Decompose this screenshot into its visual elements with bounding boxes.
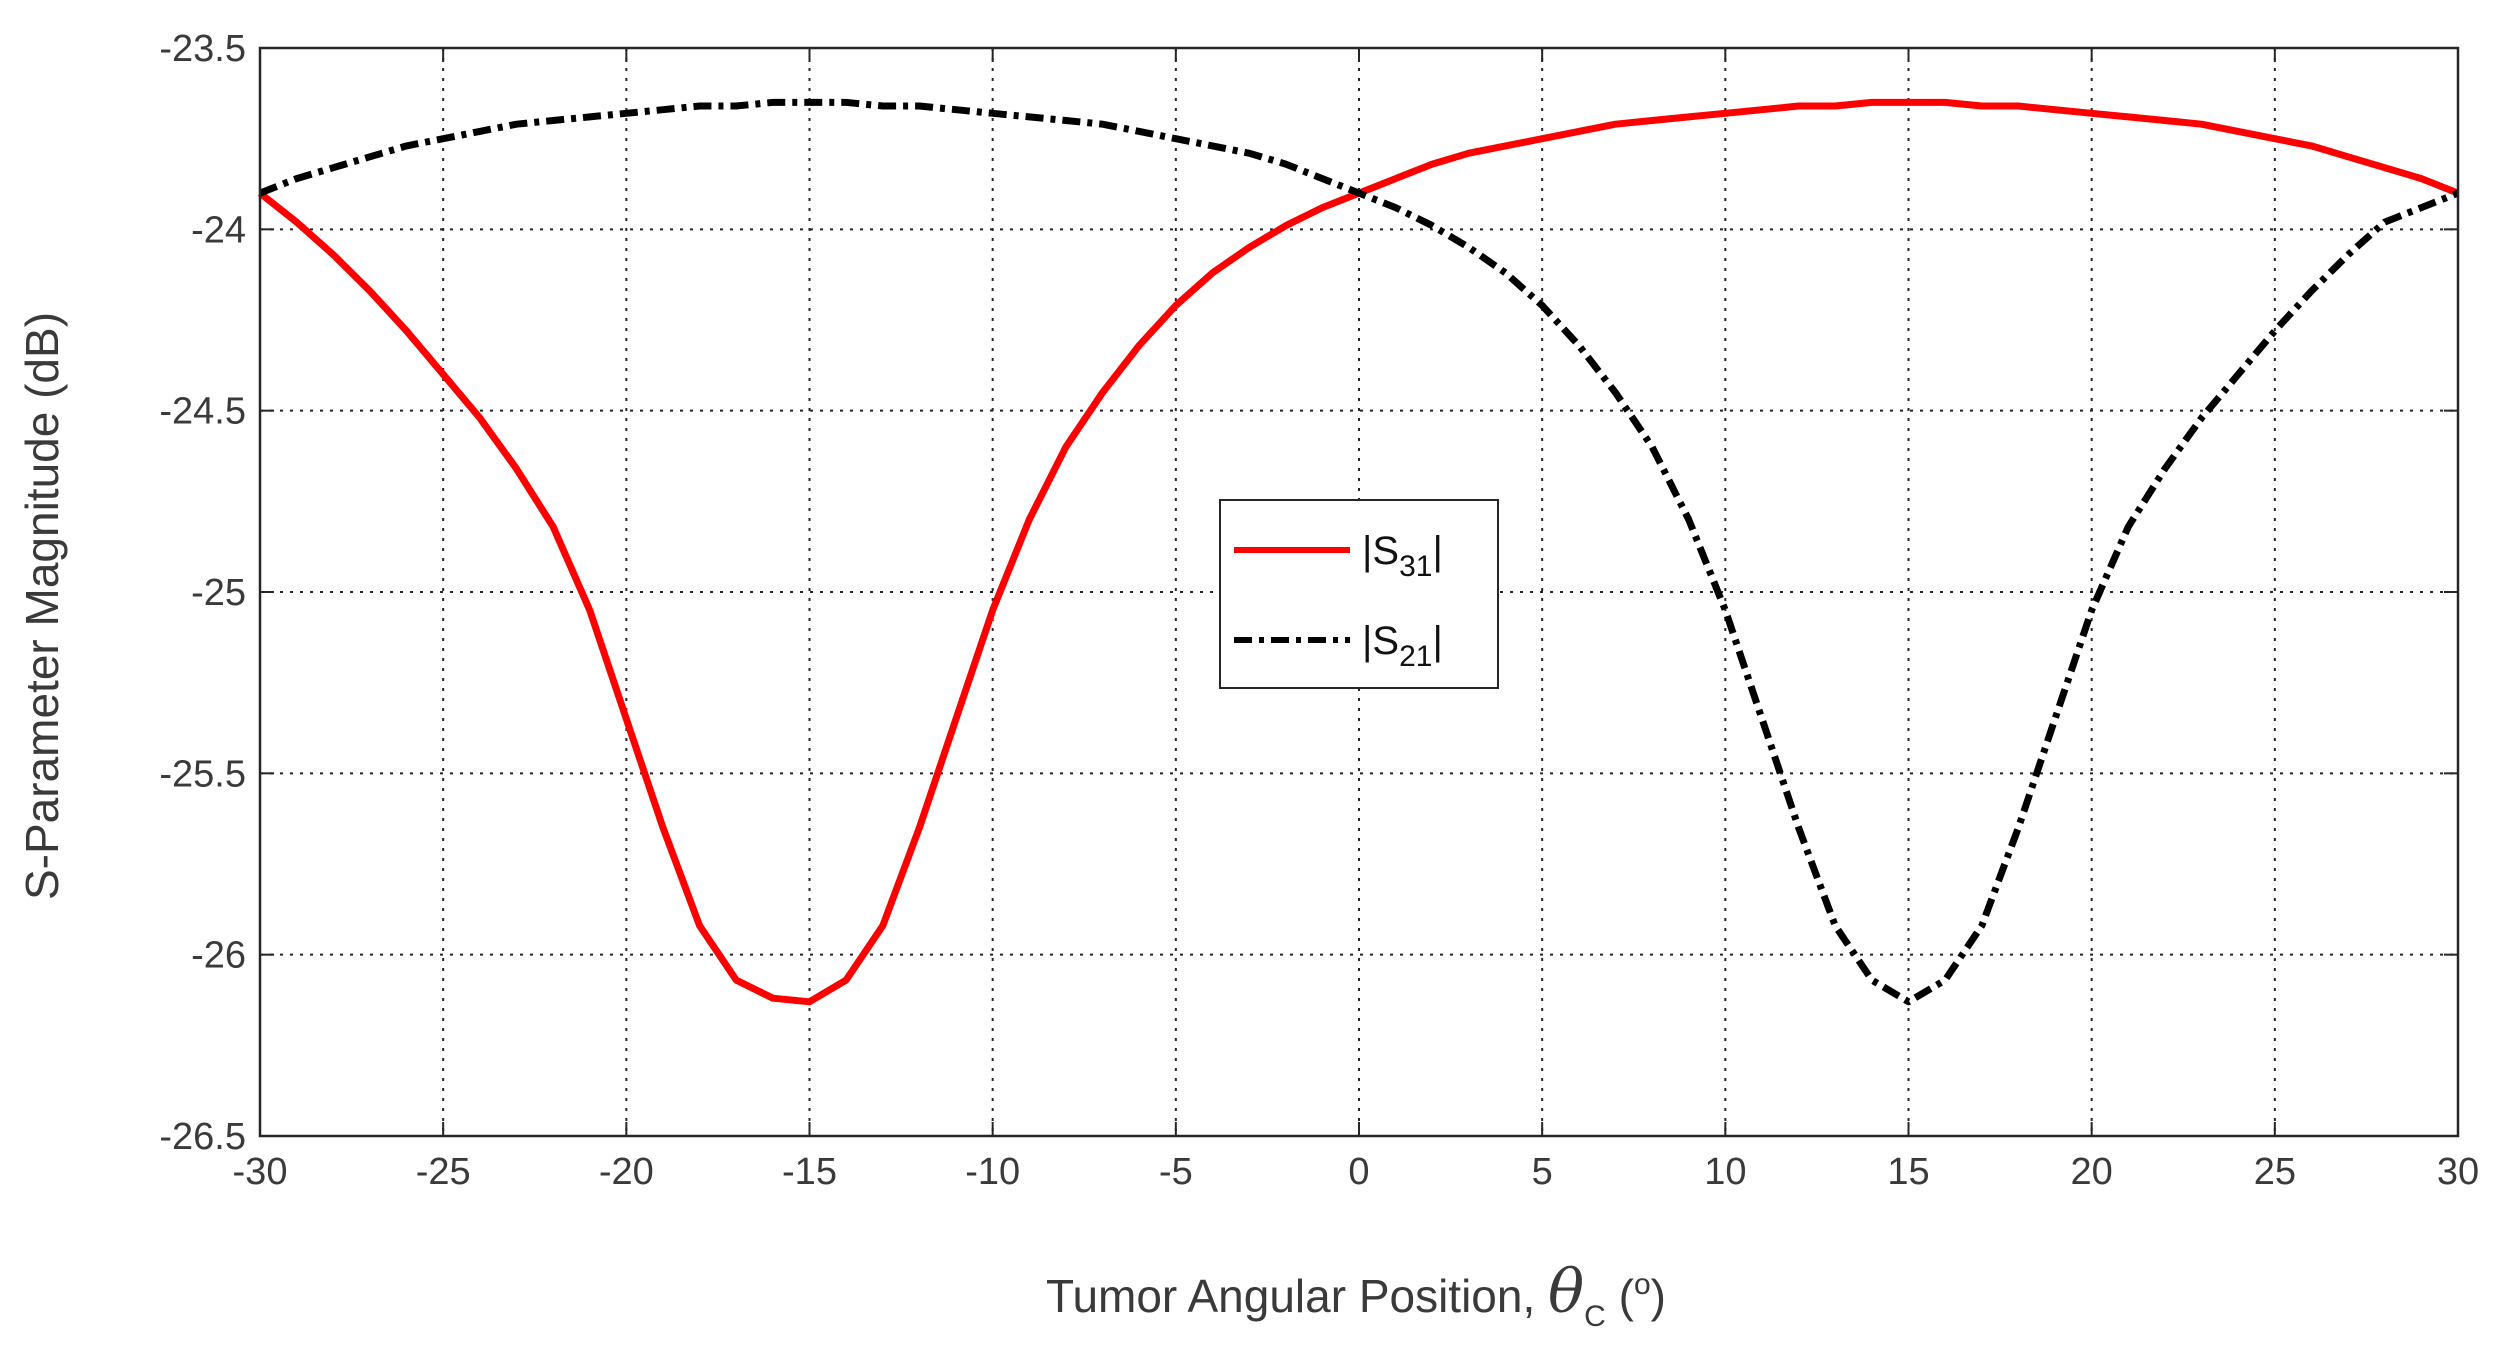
x-tick-label: 5 (1532, 1151, 1553, 1193)
series-s21-line (258, 98, 2460, 1006)
grid (260, 48, 2458, 1136)
x-axis-label: Tumor Angular Position, θC (o) (1046, 1257, 1666, 1333)
x-axis-label-text: Tumor Angular Position, (1046, 1270, 1548, 1322)
x-tick-label: 30 (2437, 1151, 2479, 1193)
y-tick-label: -25 (191, 572, 246, 614)
theta-symbol: θ (1548, 1257, 1584, 1327)
x-tick-label: 25 (2254, 1151, 2296, 1193)
legend-s31-end: | (1432, 529, 1442, 573)
legend-s21-main: |S (1362, 619, 1399, 663)
y-tick-label: -24 (191, 209, 246, 251)
legend-s21-sub: 21 (1399, 640, 1432, 673)
y-axis-label: S-Parameter Magnitude (dB) (16, 312, 68, 900)
y-tick-label: -23.5 (159, 28, 246, 70)
legend-label-s21: |S21| (1362, 619, 1443, 673)
x-tick-label: -15 (782, 1151, 837, 1193)
y-tick-label: -26.5 (159, 1116, 246, 1158)
legend-label-s31: |S31| (1362, 529, 1443, 583)
x-tick-label: -30 (233, 1151, 288, 1193)
ticks (259, 47, 2459, 1137)
legend-box (1219, 499, 1499, 689)
x-tick-label: 0 (1348, 1151, 1369, 1193)
x-tick-label: -25 (416, 1151, 471, 1193)
x-axis-unit-close: ) (1651, 1270, 1666, 1322)
theta-subscript: C (1584, 1300, 1606, 1333)
legend-s31-main: |S (1362, 529, 1399, 573)
degree-superscript: o (1634, 1268, 1651, 1301)
x-tick-label: -10 (965, 1151, 1020, 1193)
y-tick-label: -24.5 (159, 391, 246, 433)
legend-s31-sub: 31 (1399, 550, 1432, 583)
x-tick-label: -5 (1159, 1151, 1193, 1193)
x-tick-label: -20 (599, 1151, 654, 1193)
legend-s21-end: | (1432, 619, 1442, 663)
y-tick-label: -25.5 (159, 753, 246, 795)
series-layer (257, 98, 2460, 1006)
x-axis-unit-open: ( (1606, 1270, 1635, 1322)
x-tick-label: 20 (2071, 1151, 2113, 1193)
x-tick-label: 10 (1704, 1151, 1746, 1193)
x-tick-label: 15 (1887, 1151, 1929, 1193)
tick-labels: -30 -25 -20 -15 -10 -5 0 5 10 15 20 25 30 -23.5 -24 -24… (159, 28, 2479, 1193)
y-tick-label: -26 (191, 935, 246, 977)
legend: |S31| |S21| (1219, 499, 1499, 689)
